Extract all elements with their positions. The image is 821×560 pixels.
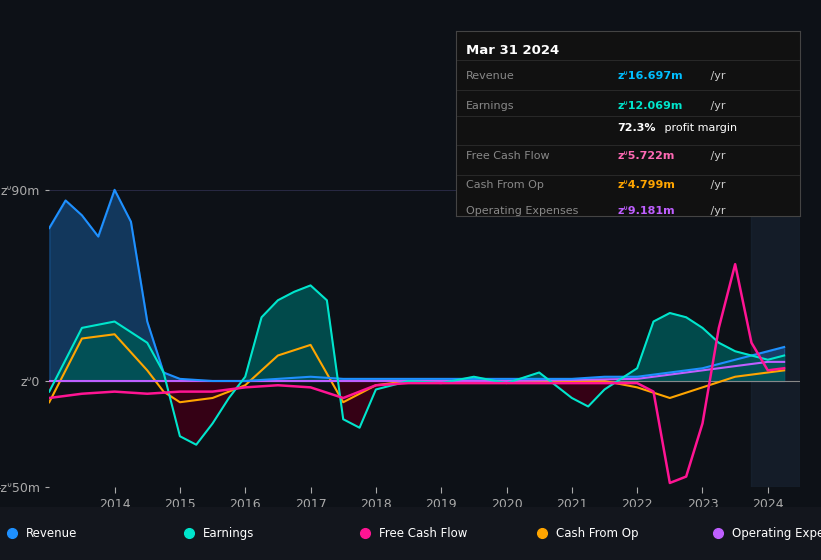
Text: Cash From Op: Cash From Op [466, 180, 544, 190]
Bar [751, 179, 800, 487]
Text: zᐡ5.722m: zᐡ5.722m [617, 151, 675, 161]
Text: Revenue: Revenue [466, 72, 515, 81]
Text: Free Cash Flow: Free Cash Flow [466, 151, 549, 161]
Text: Mar 31 2024: Mar 31 2024 [466, 44, 559, 57]
Text: Operating Expenses: Operating Expenses [466, 207, 578, 216]
Text: Cash From Op: Cash From Op [556, 527, 638, 540]
Text: zᐡ12.069m: zᐡ12.069m [617, 101, 683, 111]
Text: zᐡ4.799m: zᐡ4.799m [617, 180, 676, 190]
Text: zᐡ16.697m: zᐡ16.697m [617, 72, 683, 81]
Text: profit margin: profit margin [661, 123, 737, 133]
Text: /yr: /yr [708, 151, 726, 161]
Text: Revenue: Revenue [26, 527, 78, 540]
Text: 72.3%: 72.3% [617, 123, 656, 133]
Text: Earnings: Earnings [466, 101, 515, 111]
Text: zᐡ9.181m: zᐡ9.181m [617, 207, 676, 216]
Text: /yr: /yr [708, 72, 726, 81]
Text: Operating Expenses: Operating Expenses [732, 527, 821, 540]
Text: Free Cash Flow: Free Cash Flow [379, 527, 468, 540]
Text: /yr: /yr [708, 180, 726, 190]
Text: /yr: /yr [708, 207, 726, 216]
Text: Earnings: Earnings [203, 527, 255, 540]
Text: /yr: /yr [708, 101, 726, 111]
